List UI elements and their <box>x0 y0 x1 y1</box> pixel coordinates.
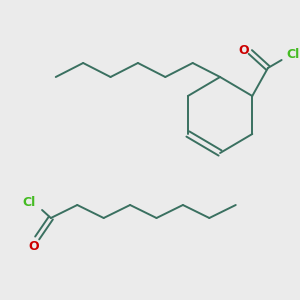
Text: O: O <box>238 44 249 58</box>
Text: Cl: Cl <box>23 196 36 208</box>
Text: O: O <box>28 239 39 253</box>
Text: Cl: Cl <box>287 49 300 62</box>
